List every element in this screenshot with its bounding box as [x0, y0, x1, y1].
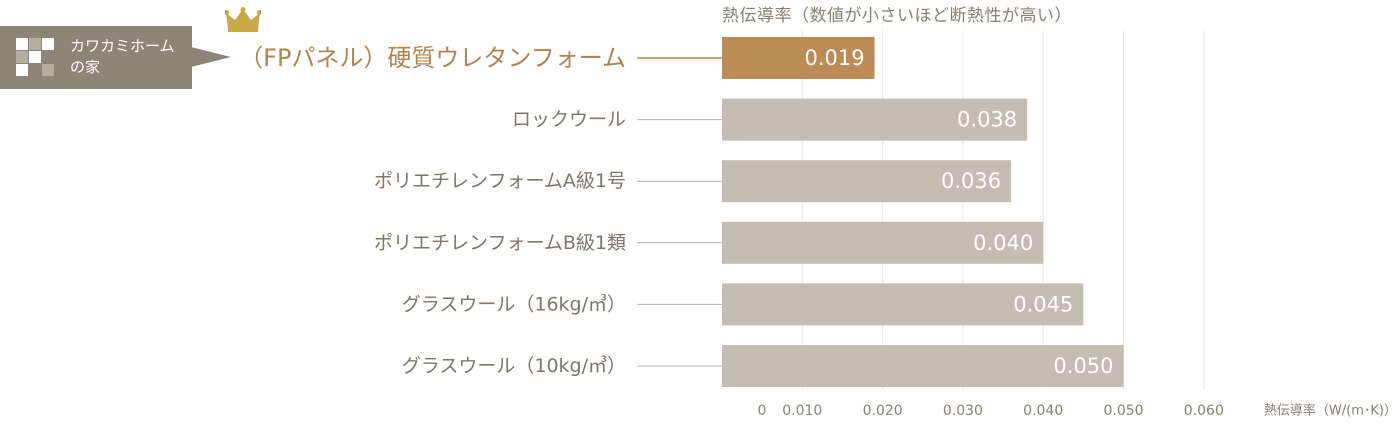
- category-label-5: グラスウール（10kg/㎥）: [402, 355, 626, 377]
- bar-1: [722, 98, 1028, 141]
- x-axis-label: 熱伝導率（W/(m･K)）: [1264, 403, 1397, 419]
- badge-pointer: [191, 47, 231, 67]
- x-tick-label-2: 0.020: [863, 403, 903, 419]
- value-label-5: 0.050: [1053, 354, 1113, 378]
- x-tick-label-6: 0.060: [1184, 403, 1224, 419]
- category-label-4: グラスウール（16kg/㎥）: [402, 293, 626, 315]
- x-tick-label-1: 0.010: [782, 403, 822, 419]
- value-label-4: 0.045: [1013, 292, 1073, 316]
- value-label-2: 0.036: [941, 169, 1001, 193]
- x-tick-label-4: 0.040: [1023, 403, 1063, 419]
- x-tick-label-5: 0.050: [1103, 403, 1143, 419]
- value-label-1: 0.038: [957, 108, 1017, 132]
- value-label-0: 0.019: [804, 46, 864, 70]
- chart-title: 熱伝導率（数値が小さいほど断熱性が高い）: [722, 6, 1072, 26]
- x-tick-label-3: 0.030: [943, 403, 983, 419]
- category-label-1: ロックウール: [512, 109, 626, 131]
- value-label-3: 0.040: [973, 231, 1033, 255]
- bar-0: [722, 37, 875, 79]
- badge-label: カワカミホーム の家: [70, 37, 175, 76]
- crown-icon: [225, 7, 261, 32]
- badge-logo-icon: [16, 38, 54, 76]
- bar-2: [722, 160, 1012, 203]
- category-label-0: （FPパネル）硬質ウレタンフォーム: [239, 44, 626, 72]
- x-tick-label-0: 0: [758, 403, 767, 419]
- bar-4: [722, 283, 1084, 326]
- bar-5: [722, 345, 1124, 387]
- category-label-2: ポリエチレンフォームA級1号: [374, 170, 626, 192]
- bar-3: [722, 221, 1044, 264]
- category-label-3: ポリエチレンフォームB級1類: [374, 232, 626, 254]
